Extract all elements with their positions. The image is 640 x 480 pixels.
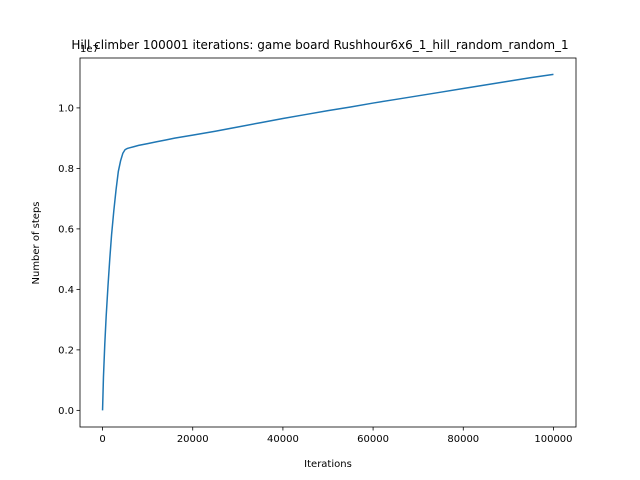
- y-tick-label: 0.6: [58, 224, 74, 235]
- chart-title: Hill climber 100001 iterations: game boa…: [71, 38, 568, 52]
- x-tick-label: 60000: [357, 434, 389, 445]
- plot-frame: [79, 57, 577, 428]
- y-tick-label: 1.0: [58, 103, 74, 114]
- plot-area: 0 20000 40000 60000 80000 100000 0.0 0.2 0.4 0.6 0…: [58, 57, 577, 445]
- x-tick-label: 40000: [267, 434, 299, 445]
- y-tick-label: 0.8: [58, 164, 74, 175]
- y-tick-label: 0.0: [58, 406, 74, 417]
- x-tick-label: 100000: [534, 434, 572, 445]
- x-tick-label: 0: [99, 434, 105, 445]
- x-tick-label: 80000: [447, 434, 479, 445]
- y-axis-label: Number of steps: [31, 201, 42, 284]
- x-axis-label: Iterations: [304, 459, 352, 470]
- offset-text: 1e7: [80, 44, 99, 55]
- x-tick-label: 20000: [177, 434, 209, 445]
- y-tick-label: 0.2: [58, 345, 74, 356]
- y-tick-label: 0.4: [58, 285, 74, 296]
- series-line-0: [101, 73, 554, 411]
